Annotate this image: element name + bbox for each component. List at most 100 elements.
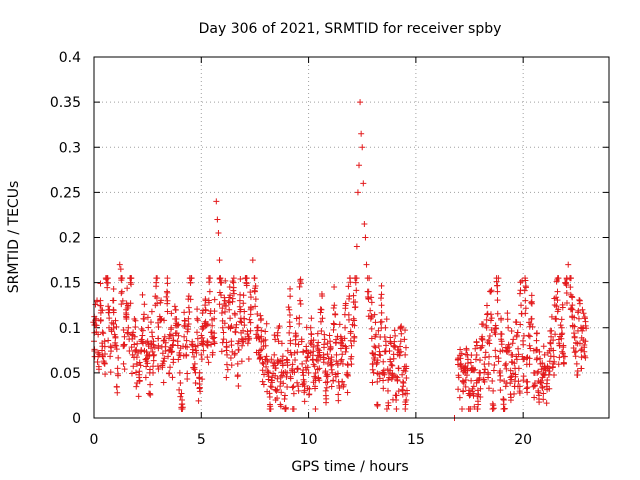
data-point bbox=[263, 353, 270, 360]
data-point bbox=[147, 390, 154, 397]
data-point bbox=[325, 355, 332, 362]
data-point bbox=[227, 354, 234, 361]
data-point bbox=[164, 275, 171, 282]
data-point bbox=[318, 328, 325, 335]
data-point bbox=[294, 366, 301, 373]
data-point bbox=[368, 335, 375, 342]
data-point bbox=[322, 368, 329, 375]
data-point bbox=[292, 357, 299, 364]
data-point bbox=[463, 345, 470, 352]
data-point bbox=[110, 285, 117, 292]
data-point bbox=[274, 332, 281, 339]
data-point bbox=[513, 356, 520, 363]
data-point bbox=[347, 328, 354, 335]
data-point bbox=[294, 379, 301, 386]
data-point bbox=[115, 354, 122, 361]
data-point bbox=[287, 375, 294, 382]
data-point bbox=[223, 374, 230, 381]
data-point bbox=[497, 372, 504, 379]
data-point bbox=[113, 323, 120, 330]
data-point bbox=[398, 330, 405, 337]
data-point bbox=[335, 391, 342, 398]
data-point bbox=[383, 342, 390, 349]
data-point bbox=[259, 367, 266, 374]
data-point bbox=[330, 326, 337, 333]
data-point bbox=[348, 342, 355, 349]
data-point bbox=[194, 342, 201, 349]
data-point bbox=[164, 308, 171, 315]
data-point bbox=[95, 331, 102, 338]
data-point bbox=[265, 369, 272, 376]
data-point bbox=[263, 320, 270, 327]
data-point bbox=[287, 285, 294, 292]
data-point bbox=[351, 317, 358, 324]
data-point bbox=[552, 331, 559, 338]
data-point bbox=[559, 304, 566, 311]
data-point bbox=[469, 365, 476, 372]
data-point bbox=[257, 312, 264, 319]
data-point bbox=[120, 343, 127, 350]
data-point bbox=[289, 361, 296, 368]
data-point bbox=[262, 342, 269, 349]
data-point bbox=[276, 323, 283, 330]
data-point bbox=[353, 243, 360, 250]
data-point bbox=[372, 344, 379, 351]
data-point bbox=[289, 384, 296, 391]
data-point bbox=[559, 330, 566, 337]
data-point bbox=[376, 348, 383, 355]
data-point bbox=[159, 362, 166, 369]
data-point bbox=[403, 387, 410, 394]
data-point bbox=[522, 297, 529, 304]
data-point bbox=[498, 331, 505, 338]
data-point bbox=[402, 351, 409, 358]
data-point bbox=[184, 328, 191, 335]
data-point bbox=[135, 349, 142, 356]
data-point bbox=[247, 304, 254, 311]
data-point bbox=[342, 302, 349, 309]
data-point bbox=[346, 295, 353, 302]
data-point bbox=[554, 297, 561, 304]
data-point bbox=[128, 281, 135, 288]
data-point bbox=[350, 292, 357, 299]
data-point bbox=[208, 341, 215, 348]
data-point bbox=[576, 340, 583, 347]
data-point bbox=[511, 390, 518, 397]
data-point bbox=[517, 321, 524, 328]
data-point bbox=[514, 383, 521, 390]
data-point bbox=[289, 369, 296, 376]
data-point bbox=[251, 275, 258, 282]
data-point bbox=[246, 335, 253, 342]
data-point bbox=[222, 303, 229, 310]
data-point bbox=[245, 355, 252, 362]
data-point bbox=[463, 372, 470, 379]
data-point bbox=[308, 331, 315, 338]
data-point bbox=[490, 405, 497, 412]
data-point bbox=[334, 360, 341, 367]
data-point bbox=[330, 304, 337, 311]
data-point bbox=[150, 338, 157, 345]
data-point bbox=[132, 369, 139, 376]
x-tick-label: 15 bbox=[407, 432, 425, 448]
data-point bbox=[232, 324, 239, 331]
data-point bbox=[335, 397, 342, 404]
data-point bbox=[235, 382, 242, 389]
data-point bbox=[128, 275, 135, 282]
data-point bbox=[500, 405, 507, 412]
data-point bbox=[241, 315, 248, 322]
data-point bbox=[550, 347, 557, 354]
data-point bbox=[568, 293, 575, 300]
data-point bbox=[105, 309, 112, 316]
data-point bbox=[258, 346, 265, 353]
data-point bbox=[126, 347, 133, 354]
data-point bbox=[368, 325, 375, 332]
data-point bbox=[286, 306, 293, 313]
data-point bbox=[478, 344, 485, 351]
data-point bbox=[199, 323, 206, 330]
data-point bbox=[483, 316, 490, 323]
data-point bbox=[386, 348, 393, 355]
data-point bbox=[493, 275, 500, 282]
data-point bbox=[356, 162, 363, 169]
data-point bbox=[315, 339, 322, 346]
data-point bbox=[184, 376, 191, 383]
data-point bbox=[300, 372, 307, 379]
